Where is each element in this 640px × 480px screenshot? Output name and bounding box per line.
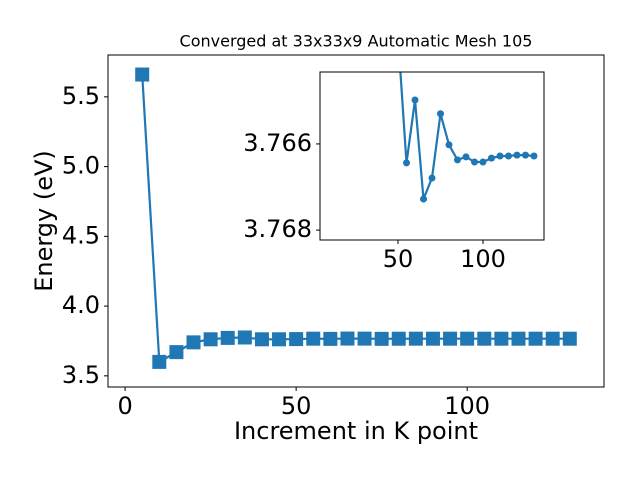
data-point bbox=[528, 331, 543, 346]
data-point bbox=[169, 345, 184, 360]
data-point bbox=[479, 158, 487, 166]
plot-group bbox=[399, 72, 538, 203]
x-tick-label: 100 bbox=[460, 245, 506, 273]
data-point bbox=[436, 110, 444, 118]
data-point bbox=[323, 331, 338, 346]
data-point bbox=[496, 152, 504, 160]
data-point bbox=[504, 152, 512, 160]
data-point bbox=[357, 331, 372, 346]
data-point bbox=[487, 154, 495, 162]
y-tick-label: 5.0 bbox=[62, 152, 100, 180]
data-point bbox=[411, 96, 419, 104]
data-point bbox=[135, 67, 150, 82]
data-point bbox=[408, 331, 423, 346]
data-point bbox=[445, 141, 453, 149]
axes-frame bbox=[319, 71, 545, 241]
data-point bbox=[477, 331, 492, 346]
data-point bbox=[403, 159, 411, 167]
data-point bbox=[374, 331, 389, 346]
data-point bbox=[521, 151, 529, 159]
data-point bbox=[340, 331, 355, 346]
chart-title: Converged at 33x33x9 Automatic Mesh 105 bbox=[180, 32, 533, 51]
x-axis-label: Increment in K point bbox=[234, 417, 478, 445]
data-point bbox=[420, 195, 428, 203]
data-point bbox=[289, 332, 304, 347]
data-point bbox=[562, 331, 577, 346]
data-point bbox=[453, 156, 461, 164]
data-point bbox=[513, 151, 521, 159]
data-point bbox=[254, 332, 269, 347]
y-tick-label: 4.5 bbox=[62, 221, 100, 249]
axes-frame bbox=[107, 54, 605, 388]
data-point bbox=[530, 152, 538, 160]
data-point bbox=[152, 354, 167, 369]
y-tick-label: 5.5 bbox=[62, 82, 100, 110]
y-tick-label: 3.5 bbox=[62, 361, 100, 389]
x-tick-label: 100 bbox=[444, 392, 490, 420]
data-point bbox=[306, 331, 321, 346]
x-tick-label: 0 bbox=[117, 392, 132, 420]
data-point bbox=[186, 335, 201, 350]
data-point bbox=[237, 330, 252, 345]
y-tick-label: 3.766 bbox=[243, 129, 312, 157]
data-point bbox=[460, 331, 475, 346]
x-tick-label: 50 bbox=[281, 392, 312, 420]
data-point bbox=[203, 332, 218, 347]
data-point bbox=[425, 331, 440, 346]
y-tick-label: 4.0 bbox=[62, 291, 100, 319]
data-point bbox=[272, 332, 287, 347]
data-point bbox=[462, 153, 470, 161]
data-point bbox=[494, 331, 509, 346]
data-point bbox=[391, 331, 406, 346]
data-point bbox=[220, 330, 235, 345]
data-point bbox=[511, 331, 526, 346]
data-point bbox=[428, 174, 436, 182]
data-point bbox=[545, 331, 560, 346]
data-point bbox=[443, 331, 458, 346]
y-tick-label: 3.768 bbox=[243, 215, 312, 243]
data-point bbox=[470, 158, 478, 166]
plot-group bbox=[135, 67, 577, 369]
y-axis-label: Energy (eV) bbox=[30, 150, 58, 292]
x-tick-label: 50 bbox=[383, 245, 414, 273]
